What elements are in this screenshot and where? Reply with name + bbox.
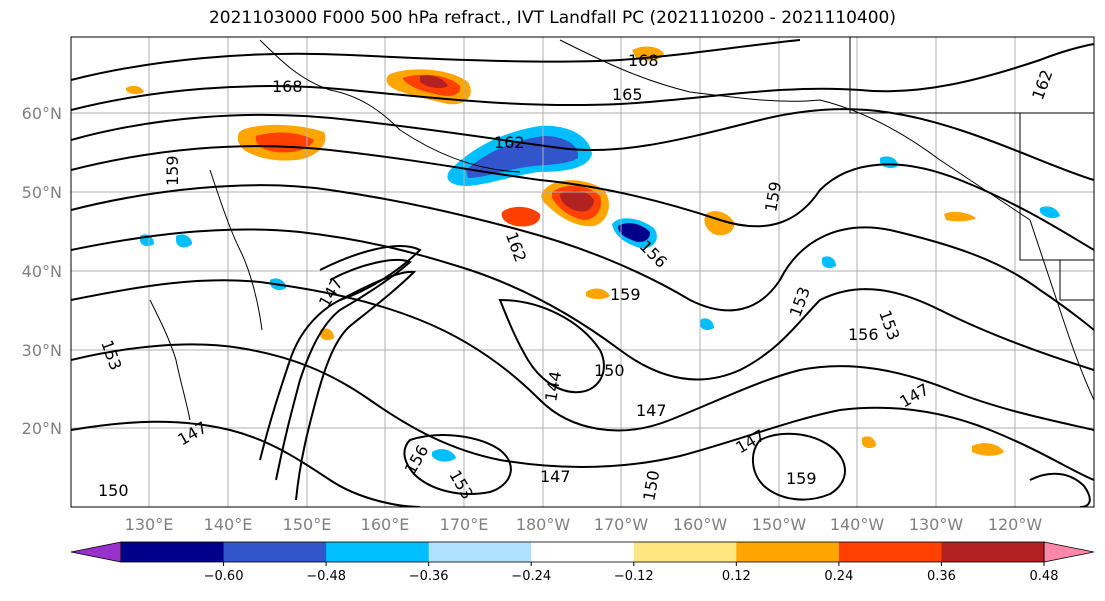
negative-anomaly-patch [700,318,714,331]
contour-line [71,343,1094,481]
lat-label: 20°N [22,419,62,438]
colorbar-segment [736,542,840,562]
contour-label: 159 [786,469,817,488]
colorbar-segment [633,542,737,562]
positive-anomaly-patch [320,328,334,341]
lat-label: 30°N [22,341,62,360]
positive-anomaly-patch [501,206,541,227]
colorbar-segment [428,542,532,562]
contour-label: 150 [98,481,129,500]
negative-anomaly-patch [432,449,456,462]
positive-anomaly-patch [862,436,876,449]
colorbar-tick-label: −0.12 [614,569,654,584]
map-frame [70,36,1095,508]
colorbar-segment [941,542,1045,562]
map-area [71,37,1094,507]
refractivity-contours [71,39,1094,507]
colorbar-tick-label: −0.60 [204,569,244,584]
positive-anomaly-patch [560,190,594,212]
colorbar-segment [838,542,942,562]
positive-anomaly-patch [972,443,1004,456]
lon-label: 130°W [909,515,964,534]
colorbar-tick-labels: −0.60 −0.48 −0.36 −0.24 −0.12 0.12 0.24 0.36 0.4… [204,562,1059,584]
negative-anomaly-patch [176,234,192,248]
longitude-labels: 130°E 140°E 150°E 160°E 170°E 180°W 170°… [125,515,1043,534]
latitude-labels: 60°N 50°N 40°N 30°N 20°N [22,104,62,438]
colorbar-tick-label: 0.24 [824,569,853,584]
colorbar-segment [531,542,635,562]
colorbar-tick-label: 0.48 [1030,569,1059,584]
contour-line [71,43,1094,111]
lon-label: 150°W [752,515,807,534]
lon-label: 150°E [283,515,332,534]
colorbar-segment [121,542,225,562]
colorbar-segment [326,542,430,562]
positive-anomaly-patch [586,288,610,299]
contour-line [1029,472,1091,507]
lon-label: 130°E [125,515,174,534]
contour-line [71,145,1094,251]
contour-label: 159 [163,155,182,186]
lon-label: 160°W [673,515,728,534]
contour-line [71,228,1094,381]
colorbar-tick-label: −0.24 [511,569,551,584]
contour-label: 165 [612,85,643,104]
colorbar-tick-label: 0.36 [927,569,956,584]
colorbar-tick-label: −0.36 [409,569,449,584]
lat-label: 60°N [22,104,62,123]
lon-label: 160°E [361,515,410,534]
contour-label: 168 [272,77,303,96]
contour-line [403,434,512,495]
contour-label: 159 [610,285,641,304]
colorbar-tick-label: 0.12 [722,569,751,584]
colorbar-tick-label: −0.48 [306,569,346,584]
colorbar-extend-min [70,541,122,563]
contour-line [71,184,1094,331]
contour-label: 168 [628,51,659,70]
contour-line [498,298,605,394]
colorbar [70,541,1095,563]
contour-label: 156 [848,325,879,344]
colorbar-outline [120,541,1045,563]
positive-anomaly-patch [126,85,144,95]
contour-line [752,432,846,501]
colorbar-extend-max [1043,541,1095,563]
contour-line [71,420,421,507]
contour-line [71,108,1094,181]
lon-label: 140°W [830,515,885,534]
contour-line [71,39,801,81]
lon-label: 140°E [204,515,253,534]
contour-line [295,270,417,501]
lon-label: 170°W [594,515,649,534]
contour-label: 147 [540,467,571,486]
negative-anomaly-patch [1040,206,1060,219]
map-title: 2021103000 F000 500 hPa refract., IVT La… [208,8,896,28]
lat-label: 40°N [22,262,62,281]
positive-anomaly-patch [944,211,976,222]
negative-anomaly-patch [822,256,836,269]
lon-label: 170°E [440,515,489,534]
coastlines [149,37,1094,421]
colorbar-segment [223,542,327,562]
contour-line [71,279,1094,432]
contour-label: 150 [594,361,625,380]
lat-label: 50°N [22,183,62,202]
contour-label: 162 [494,133,525,152]
lon-label: 120°W [988,515,1043,534]
negative-anomaly-patch [618,223,650,242]
contour-line [275,259,412,481]
lon-label: 180°W [516,515,571,534]
positive-anomaly-patch [420,75,448,89]
contour-label: 147 [636,401,667,420]
